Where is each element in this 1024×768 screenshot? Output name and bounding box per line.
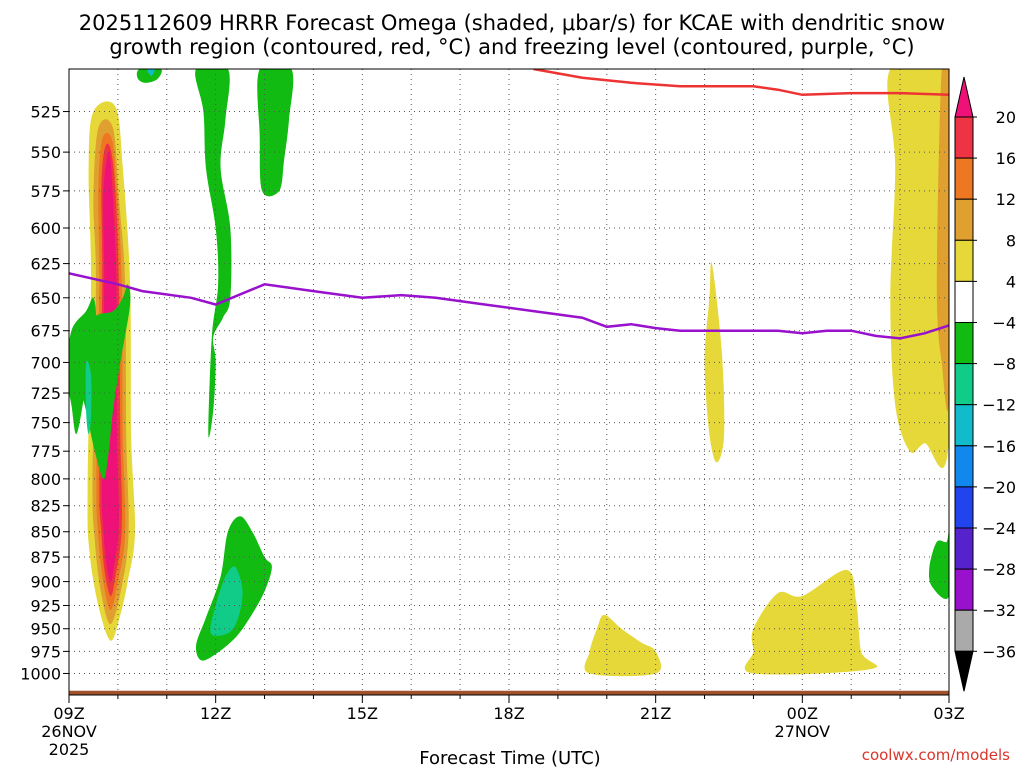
colorbar-label: −4 <box>992 314 1016 333</box>
ground-level-bar <box>69 690 949 695</box>
y-tick-label: 625 <box>30 255 61 274</box>
y-tick-label: 700 <box>30 353 61 372</box>
y-tick-label: 775 <box>30 442 61 461</box>
y-tick-label: 600 <box>30 219 61 238</box>
colorbar-label: −36 <box>982 642 1016 661</box>
colorbar-label: −20 <box>982 478 1016 497</box>
y-tick-label: 975 <box>30 642 61 661</box>
colorbar-label: −24 <box>982 519 1016 538</box>
y-tick-label: 650 <box>30 289 61 308</box>
y-tick-label: 575 <box>30 182 61 201</box>
gridlines <box>69 69 949 695</box>
omega-region-6 <box>69 297 97 435</box>
omega-region-17 <box>887 69 949 469</box>
x-tick-label: 00Z <box>787 704 818 723</box>
colorbar-label: −28 <box>982 560 1016 579</box>
y-tick-label: 1000 <box>20 664 61 683</box>
colorbar-swatch-3 <box>954 198 974 241</box>
y-tick-label: 875 <box>30 548 61 567</box>
colorbar-swatch-6 <box>954 322 974 365</box>
y-tick-label: 800 <box>30 470 61 489</box>
colorbar-label: −32 <box>982 601 1016 620</box>
colorbar-swatch-8 <box>954 404 974 447</box>
credit-text: coolwx.com/models <box>862 746 1010 764</box>
omega-region-19 <box>928 529 949 600</box>
colorbar-swatch-10 <box>954 486 974 529</box>
omega-region-9 <box>147 69 155 76</box>
x-tick-date-label: 26NOV <box>41 722 97 741</box>
omega-region-7 <box>85 360 92 435</box>
y-axis: 525 550 575 600 625 650 675 700 725 750 775 800 825 8… <box>20 103 69 683</box>
chart-title-line-2: growth region (contoured, red, °C) and f… <box>109 35 914 59</box>
y-tick-label: 550 <box>30 143 61 162</box>
x-tick-year-label: 2025 <box>49 740 90 759</box>
colorbar-swatch-13 <box>954 609 974 652</box>
colorbar-label: −8 <box>992 355 1016 374</box>
colorbar-swatch-11 <box>954 527 974 570</box>
colorbar: 20 16 12 8 4 −4 −8 −12 −16 −20 −24 −28 −32 −36 <box>954 76 1016 692</box>
colorbar-label: −16 <box>982 437 1016 456</box>
y-tick-label: 825 <box>30 497 61 516</box>
colorbar-swatch-9 <box>954 445 974 488</box>
x-tick-label: 09Z <box>53 704 84 723</box>
colorbar-swatch-1 <box>954 116 974 159</box>
omega-region-8 <box>136 69 162 83</box>
colorbar-swatch-4 <box>954 239 974 282</box>
colorbar-label: 20 <box>996 108 1016 127</box>
y-tick-label: 725 <box>30 384 61 403</box>
x-tick-date-label: 27NOV <box>775 722 831 741</box>
y-tick-label: 525 <box>30 103 61 122</box>
omega-region-10 <box>195 69 232 438</box>
x-tick-label: 03Z <box>933 704 964 723</box>
colorbar-swatch-12 <box>954 568 974 611</box>
y-tick-label: 900 <box>30 573 61 592</box>
y-tick-label: 925 <box>30 596 61 615</box>
y-tick-label: 750 <box>30 414 61 433</box>
colorbar-swatch-5 <box>954 280 974 323</box>
x-tick-label: 12Z <box>200 704 231 723</box>
contour-line-1 <box>533 69 949 97</box>
y-tick-label: 950 <box>30 620 61 639</box>
colorbar-label: 16 <box>996 149 1016 168</box>
colorbar-label: 4 <box>1006 272 1016 291</box>
colorbar-label: 12 <box>996 190 1016 209</box>
omega-region-11 <box>257 69 294 197</box>
contour-lines <box>69 69 949 340</box>
x-tick-label: 21Z <box>640 704 671 723</box>
omega-region-13 <box>210 566 243 636</box>
colorbar-swatch-7 <box>954 363 974 406</box>
x-tick-label: 15Z <box>347 704 378 723</box>
colorbar-swatch-2 <box>954 157 974 200</box>
y-tick-label: 850 <box>30 523 61 542</box>
contour-line-0 <box>69 272 949 340</box>
y-tick-label: 675 <box>30 322 61 341</box>
x-axis-label: Forecast Time (UTC) <box>419 748 600 768</box>
x-tick-label: 18Z <box>493 704 524 723</box>
chart-title-line-1: 2025112609 HRRR Forecast Omega (shaded, … <box>79 11 945 35</box>
colorbar-label: −12 <box>982 396 1016 415</box>
omega-region-14 <box>584 614 662 677</box>
colorbar-label: 8 <box>1006 231 1016 250</box>
omega-region-16 <box>744 569 878 675</box>
colorbar-bottom-triangle <box>954 650 974 692</box>
plot-area <box>69 69 949 695</box>
